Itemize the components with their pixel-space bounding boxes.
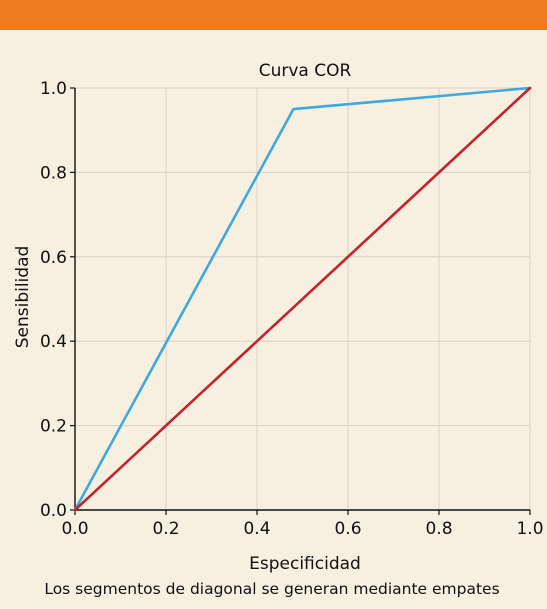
chart-title: Curva COR: [259, 61, 352, 81]
y-tick-label: 0.2: [40, 417, 67, 437]
chart-caption: Los segmentos de diagonal se generan med…: [44, 580, 499, 598]
y-tick-label: 0.4: [40, 332, 67, 352]
x-tick-label: 1.0: [516, 519, 543, 539]
y-tick-label: 0.8: [40, 163, 67, 183]
y-axis-label: Sensibilidad: [13, 246, 33, 349]
x-tick-label: 0.6: [334, 519, 361, 539]
x-axis-label: Especificidad: [249, 554, 361, 574]
y-tick-label: 1.0: [40, 79, 67, 99]
axes: [74, 88, 530, 511]
data-series: [73, 86, 532, 512]
chart-canvas: Curva COR 0.0 0.2 0.4 0.6 0.8 1.0 0.0 0.2 0.4 0.6…: [13, 61, 544, 598]
reference-diagonal-line: [73, 86, 532, 512]
tick-labels: 0.0 0.2 0.4 0.6 0.8 1.0 0.0 0.2 0.4 0.6 0.8 1.0: [40, 79, 544, 539]
roc-chart: Curva COR 0.0 0.2 0.4 0.6 0.8 1.0 0.0 0.2 0.4 0.6…: [0, 30, 547, 605]
y-tick-label: 0.6: [40, 248, 67, 268]
x-tick-label: 0.8: [425, 519, 452, 539]
grid-lines: [75, 87, 531, 510]
x-tick-label: 0.4: [243, 519, 270, 539]
roc-curve-line: [73, 86, 532, 512]
header-bar: [0, 0, 547, 30]
x-tick-label: 0.0: [61, 519, 88, 539]
x-tick-label: 0.2: [152, 519, 179, 539]
y-tick-label: 0.0: [40, 501, 67, 521]
